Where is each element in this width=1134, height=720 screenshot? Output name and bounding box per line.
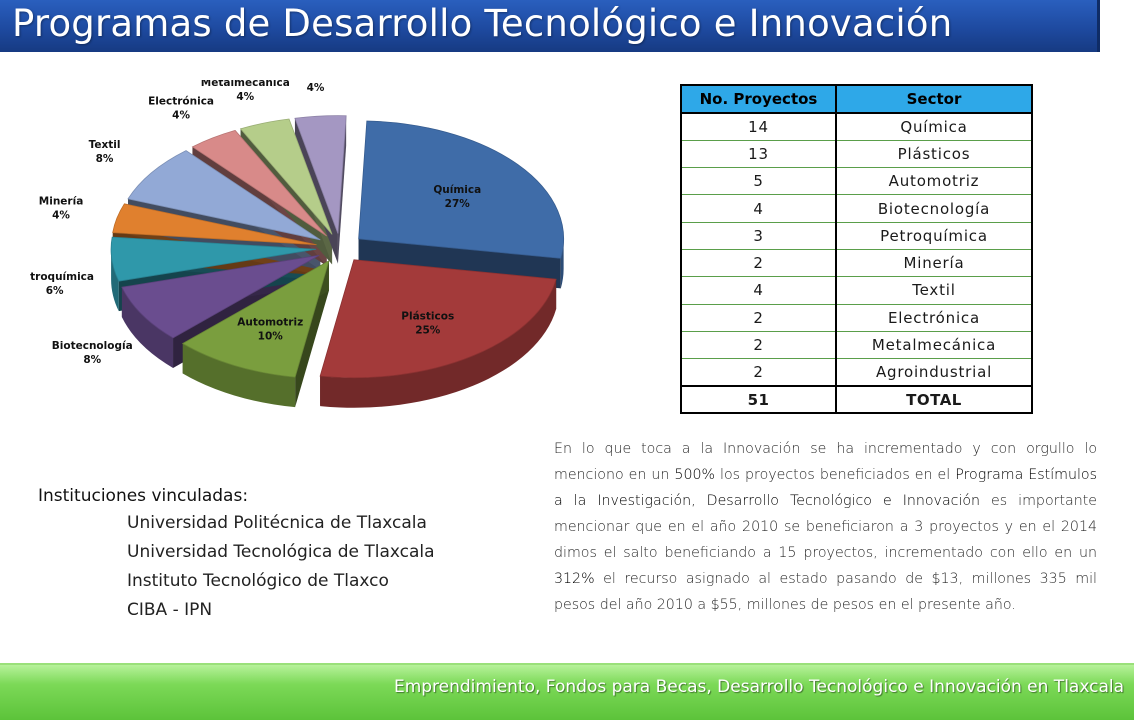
pie-slice-0 (358, 120, 565, 259)
slice-value-3: 8% (83, 354, 101, 366)
pie-chart-svg: Química 27% Plásticos 25% Automotriz 10% Biote… (15, 68, 565, 408)
cell-projects: 2 (680, 249, 837, 278)
slice-label-6: Textil (89, 139, 121, 151)
innovation-highlight-500: 500% (674, 467, 715, 483)
institutions-section: Instituciones vinculadas: Universidad Po… (38, 486, 435, 625)
pie-slice-3 (121, 254, 320, 339)
cell-sector: Minería (835, 249, 1033, 278)
cell-projects: 4 (680, 194, 837, 223)
slice-side-0 (560, 238, 564, 289)
sector-table: No. Proyectos Sector 14 Química 13 Plástic… (680, 84, 1033, 415)
innovation-highlight-program: Programa Estímulos a la Investigación, D… (554, 467, 1097, 509)
table-row: 13 Plásticos (680, 140, 1033, 169)
cell-projects: 2 (680, 358, 837, 387)
innovation-paragraph: En lo que toca a la Innovación se ha inc… (554, 436, 1097, 618)
cell-projects: 13 (680, 140, 837, 169)
table-row: 4 Biotecnología (680, 194, 1033, 223)
list-item: Instituto Tecnológico de Tlaxco (127, 571, 389, 591)
table-row: 3 Petroquímica (680, 222, 1033, 250)
table-row: 5 Automotriz (680, 167, 1033, 196)
institutions-heading: Instituciones vinculadas: (38, 486, 249, 506)
list-item: Universidad Politécnica de Tlaxcala (127, 513, 427, 533)
pie-chart: Química 27% Plásticos 25% Automotriz 10% Biote… (15, 68, 650, 440)
slice-cut-2 (295, 260, 329, 408)
institutions-list: Universidad Politécnica de Tlaxcala Univ… (38, 509, 435, 625)
cell-projects: 2 (680, 304, 837, 332)
pie-slice-2 (181, 259, 330, 378)
cell-projects: 2 (680, 331, 837, 360)
slice-cut-end-9 (337, 115, 347, 264)
page-title: Programas de Desarrollo Tecnológico e In… (12, 2, 953, 45)
table-header-row: No. Proyectos Sector (680, 84, 1033, 114)
slice-value-5: 4% (52, 210, 70, 222)
pie-slice-4 (110, 236, 317, 282)
innovation-text-1: En lo que toca a la Innovación se ha inc… (554, 441, 1097, 483)
slice-label-5: Minería (39, 196, 84, 208)
pie-slice-1 (319, 259, 557, 379)
slice-value-0: 27% (445, 198, 471, 210)
pie-slice-6 (127, 150, 321, 241)
cell-sector: Electrónica (835, 304, 1033, 332)
slice-label-1: Plásticos (401, 310, 454, 322)
slice-side-2 (182, 343, 296, 408)
innovation-highlight-312: 312% (554, 571, 595, 587)
cell-sector: Química (835, 113, 1033, 141)
table-row: 2 Minería (680, 249, 1033, 278)
cell-sector: Petroquímica (835, 222, 1033, 250)
slice-label-7: Electrónica (148, 95, 214, 107)
header-projects: No. Proyectos (680, 84, 837, 114)
slice-side-4 (111, 249, 119, 312)
innovation-text-4: el recurso asignado al estado pasando de… (554, 571, 1097, 613)
table-row: 2 Agroindustrial (680, 358, 1033, 387)
cell-projects: 3 (680, 222, 837, 250)
innovation-text-3: es importante mencionar que en el año 20… (554, 493, 1097, 561)
cell-sector: Metalmecánica (835, 331, 1033, 360)
slice-value-4: 6% (46, 285, 64, 297)
slice-label-2: Automotriz (237, 317, 303, 329)
cell-projects: 4 (680, 276, 837, 305)
slice-value-2: 10% (258, 331, 284, 343)
pie-slice-8 (239, 118, 333, 235)
slice-label-3: Biotecnología (52, 340, 133, 352)
table-total-row: 51 TOTAL (680, 384, 1033, 415)
cell-projects: 5 (680, 167, 837, 196)
pie-slice-9 (294, 115, 347, 234)
table-row: 14 Química (680, 113, 1033, 141)
list-item: Universidad Tecnológica de Tlaxcala (127, 542, 435, 562)
slice-label-0: Química (433, 184, 481, 196)
innovation-text-2: los proyectos beneficiados en el (714, 467, 956, 483)
cell-sector: Agroindustrial (835, 358, 1033, 387)
table-row: 2 Electrónica (680, 304, 1033, 332)
header-sector: Sector (835, 84, 1033, 114)
cell-sector: Textil (835, 276, 1033, 305)
footer-text: Emprendimiento, Fondos para Becas, Desar… (393, 677, 1124, 697)
table-row: 2 Metalmecánica (680, 331, 1033, 360)
slice-label-8: Metalmecánica (201, 80, 290, 89)
title-bar: Programas de Desarrollo Tecnológico e In… (0, 0, 1100, 52)
total-label: TOTAL (835, 384, 1033, 415)
cell-sector: Automotriz (835, 167, 1033, 196)
footer-bar: Emprendimiento, Fondos para Becas, Desar… (0, 663, 1134, 720)
slice-side-3 (121, 287, 174, 368)
slice-value-1: 25% (415, 324, 441, 336)
slice-value-8: 4% (236, 91, 254, 103)
slice-value-9: 4% (307, 82, 325, 94)
pie-slice-7 (191, 129, 327, 237)
pie-slice-5 (112, 203, 317, 246)
slice-label-4: Petroquímica (30, 271, 94, 283)
slice-value-7: 4% (172, 109, 190, 121)
cell-sector: Plásticos (835, 140, 1033, 169)
slice-side-1 (320, 279, 557, 408)
cell-projects: 14 (680, 113, 837, 141)
slice-value-6: 8% (96, 153, 114, 165)
list-item: CIBA - IPN (127, 600, 213, 620)
cell-sector: Biotecnología (835, 194, 1033, 223)
total-projects: 51 (680, 384, 837, 415)
table-row: 4 Textil (680, 276, 1033, 305)
